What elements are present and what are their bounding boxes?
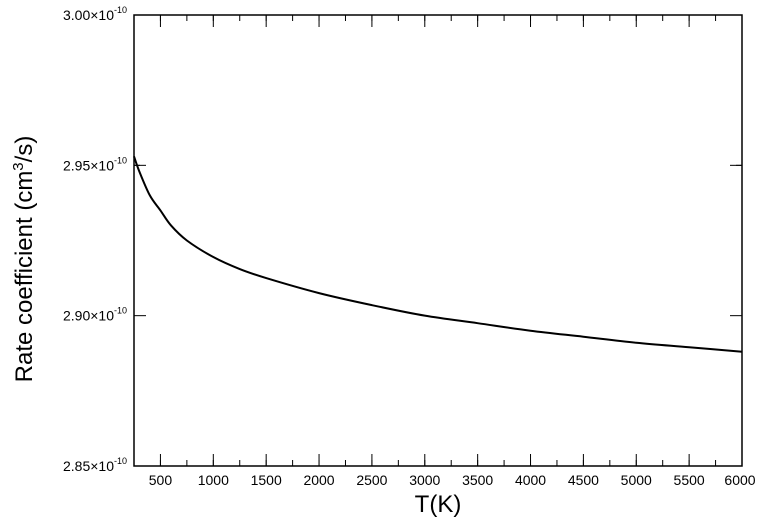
series-line (133, 155, 743, 353)
x-tick-label: 5000 (621, 472, 652, 488)
x-axis-title: T(K) (415, 491, 462, 518)
svg-text:Rate coefficient (cm3/s): Rate coefficient (cm3/s) (10, 136, 38, 383)
tick-labels: 500 1000 1500 2000 2500 3000 3500 4000 4500 5000 5… (63, 5, 756, 488)
x-tick-label: 2500 (356, 472, 387, 488)
x-tick-label: 4000 (515, 472, 546, 488)
x-tick-label: 4500 (568, 472, 599, 488)
x-tick-label: 6000 (724, 472, 755, 488)
x-tick-label: 3500 (462, 472, 493, 488)
x-tick-label: 500 (149, 472, 173, 488)
y-tick-label: 2.95×10-10 (63, 155, 127, 173)
axis-ticks (133, 14, 743, 467)
x-tick-label: 2000 (303, 472, 334, 488)
y-tick-label: 3.00×10-10 (63, 5, 127, 23)
y-tick-label: 2.85×10-10 (63, 456, 127, 474)
x-tick-label: 1500 (251, 472, 282, 488)
x-tick-label: 3000 (409, 472, 440, 488)
series-layer (133, 155, 743, 353)
y-axis-title-prefix: Rate coefficient (cm (11, 171, 38, 383)
plot-frame (133, 14, 743, 467)
x-tick-label: 1000 (198, 472, 229, 488)
x-tick-label: 5500 (674, 472, 705, 488)
y-axis-title-suffix: /s) (11, 136, 38, 163)
y-tick-label: 2.90×10-10 (63, 306, 127, 324)
y-axis-title-superscript: 3 (10, 162, 27, 170)
y-axis-title: Rate coefficient (cm3/s) (10, 136, 38, 383)
